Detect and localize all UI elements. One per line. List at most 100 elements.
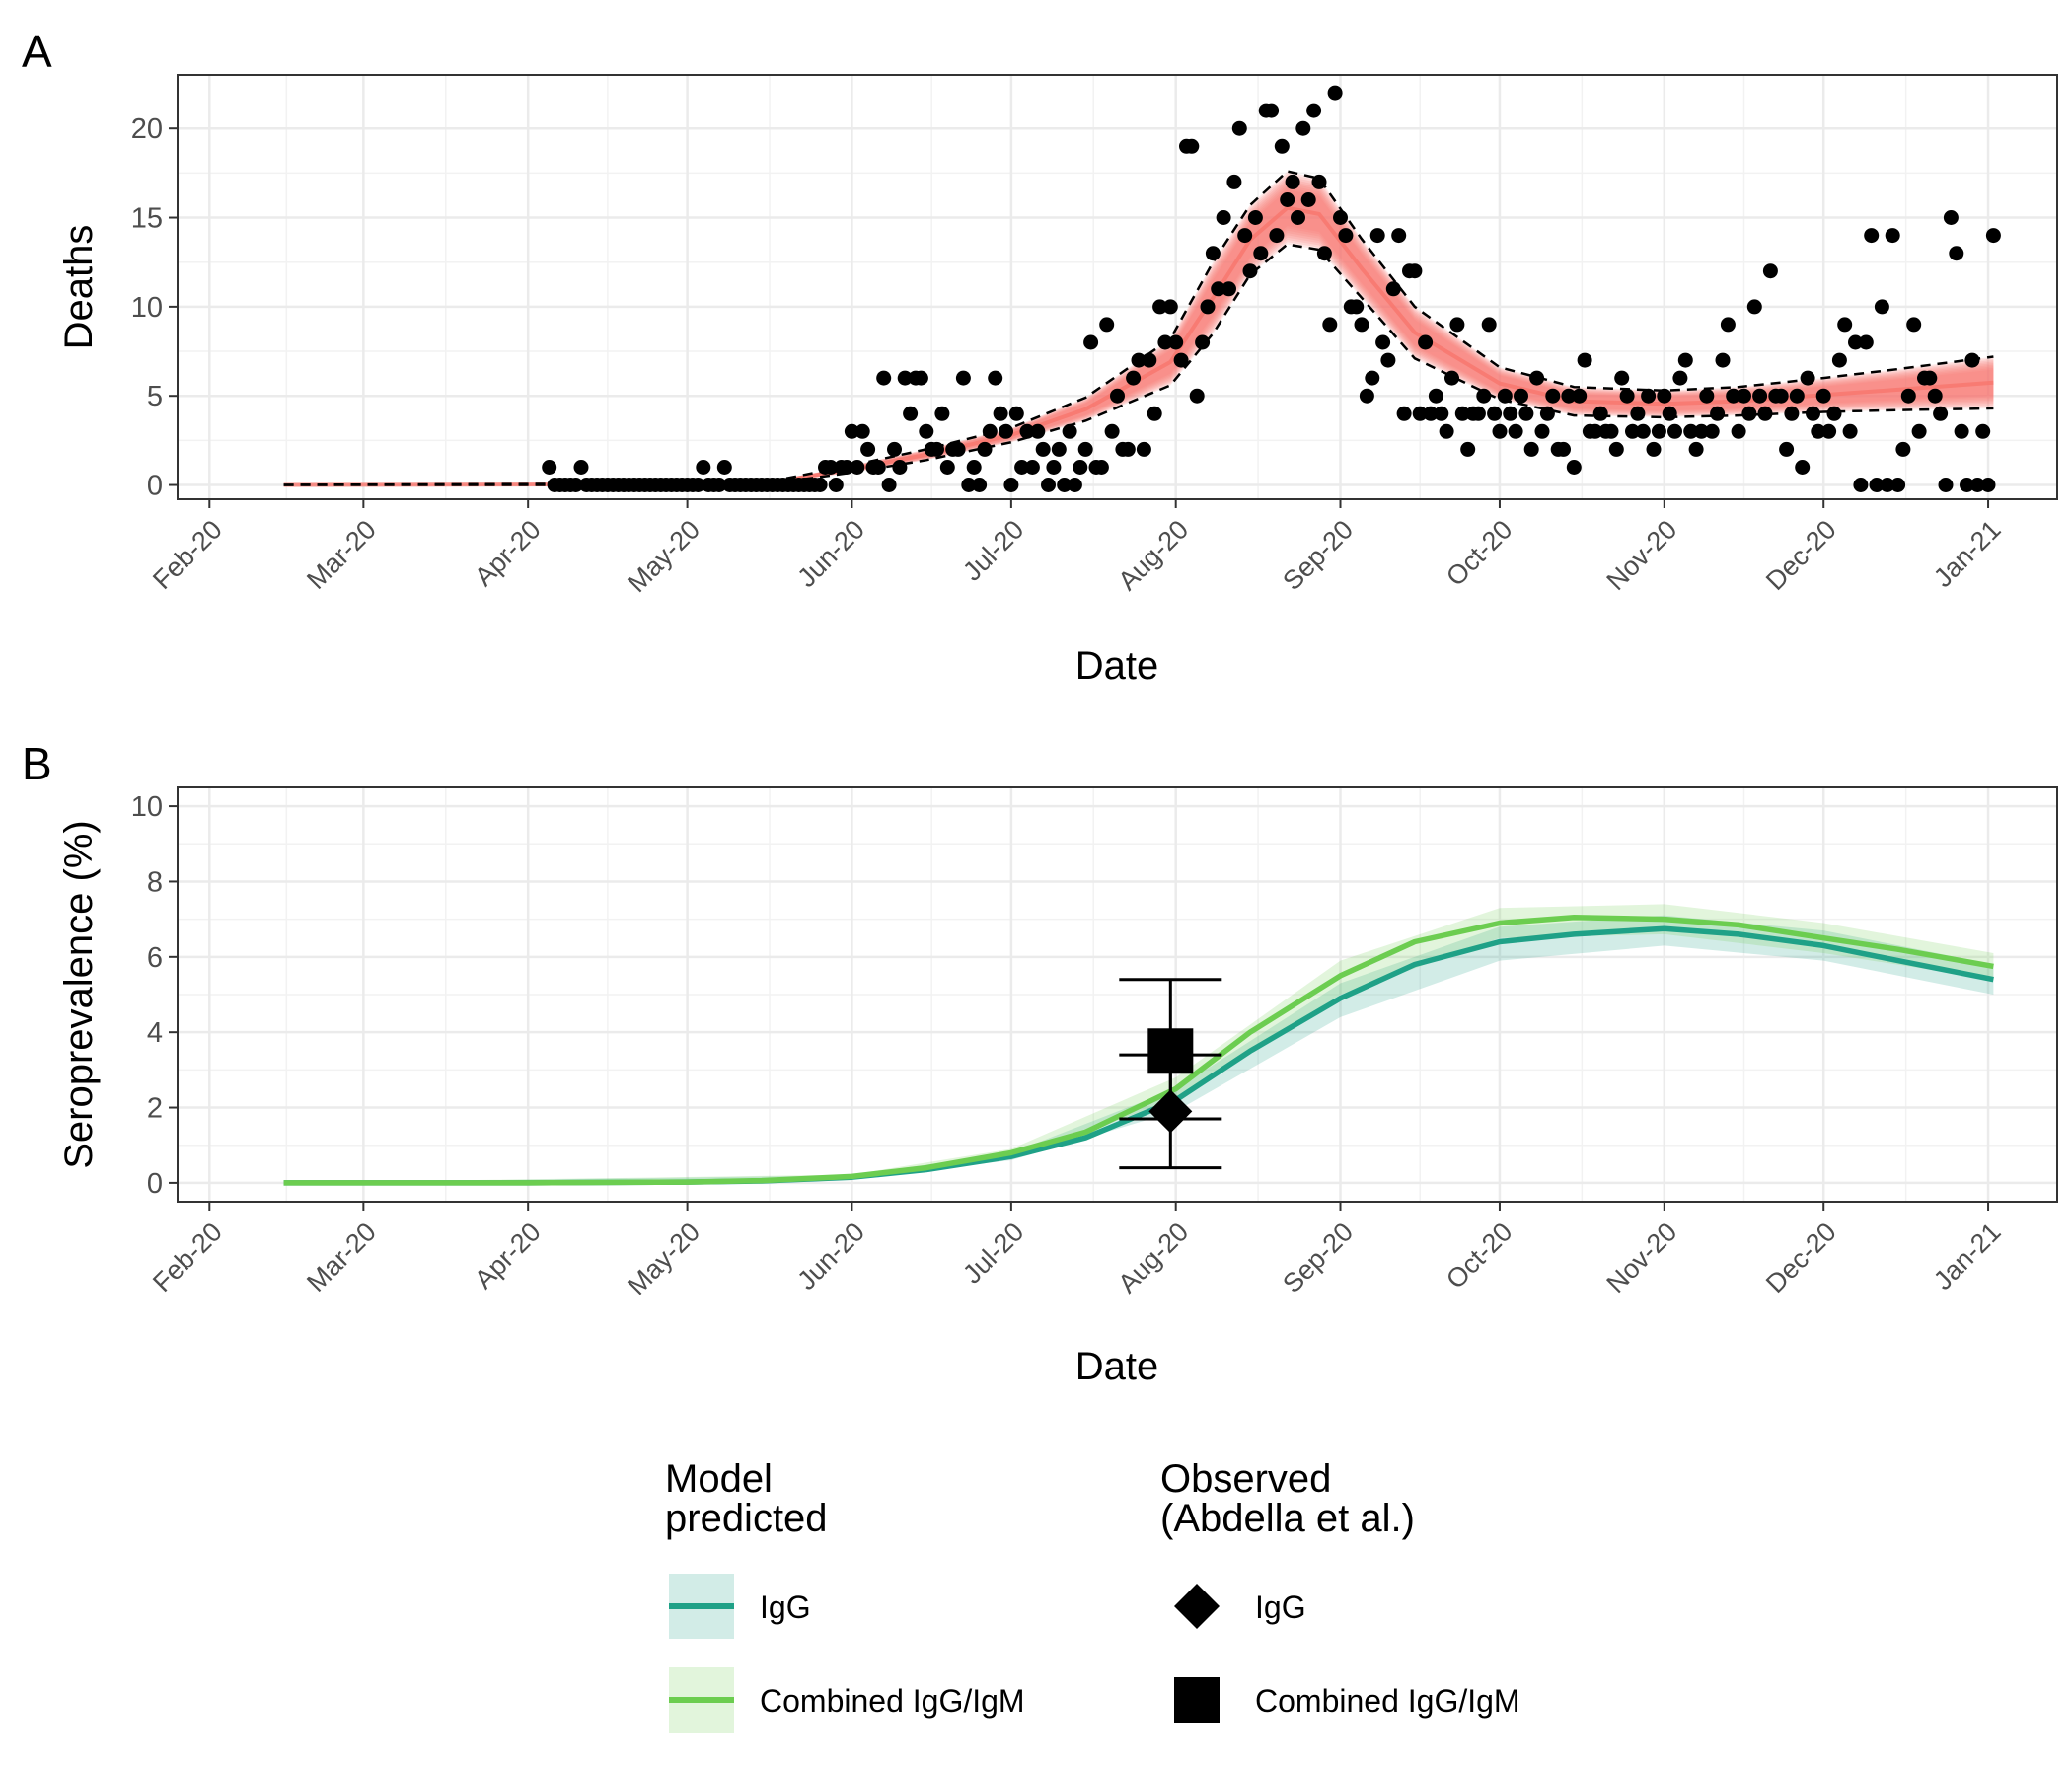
observed-death-point — [1242, 263, 1258, 279]
legend-observed-title-line: (Abdella et al.) — [1160, 1497, 1415, 1540]
observed-death-point — [1603, 423, 1619, 439]
observed-death-point — [1651, 423, 1666, 439]
observed-death-point — [1880, 478, 1895, 492]
observed-death-point — [1487, 406, 1503, 421]
observed-death-point — [1741, 406, 1757, 421]
observed-death-point — [1677, 352, 1693, 368]
panel-b-x-tick-label: Sep-20 — [1277, 1217, 1359, 1298]
observed-death-point — [1588, 423, 1603, 439]
panel-b-x-tick-label: May-20 — [622, 1217, 705, 1300]
observed-death-point — [1539, 406, 1555, 421]
observed-death-point — [1008, 406, 1024, 421]
observed-death-point — [1556, 441, 1571, 457]
observed-death-point — [1806, 406, 1820, 421]
legend: Model predicted IgG Combined IgG/IgM Obs… — [665, 1457, 1520, 1733]
observed-death-point — [1784, 406, 1800, 421]
panel-b-ribbons — [283, 904, 1994, 1183]
observed-death-point — [1566, 460, 1582, 475]
observed-death-point — [1311, 174, 1327, 189]
observed-death-point — [1168, 334, 1184, 350]
panel-a-x-tick-label: Oct-20 — [1441, 514, 1518, 592]
observed-death-point — [1099, 317, 1115, 333]
observed-death-point — [1964, 352, 1980, 368]
observed-death-point — [690, 478, 705, 492]
observed-death-point — [1200, 299, 1216, 315]
panel-b-x-axis: Feb-20 Mar-20 Apr-20 May-20 Jun-20 Jul-20 Aug-… — [147, 1202, 2007, 1300]
observed-death-point — [1126, 370, 1142, 386]
observed-death-point — [1831, 352, 1847, 368]
observed-death-point — [1864, 228, 1880, 244]
observed-death-point — [1333, 210, 1348, 225]
panel-b-y-title: Seroprevalence (%) — [57, 820, 101, 1169]
observed-death-point — [1614, 370, 1630, 386]
observed-death-point — [929, 441, 944, 457]
observed-death-point — [999, 423, 1013, 439]
observed-death-point — [1662, 406, 1677, 421]
observed-death-point — [1041, 478, 1056, 492]
legend-diamond-key — [1174, 1584, 1220, 1629]
observed-death-point — [1030, 423, 1046, 439]
panel-b-gridlines — [178, 787, 2057, 1202]
observed-death-point — [1890, 478, 1906, 492]
observed-death-point — [1577, 352, 1592, 368]
observed-death-point — [696, 460, 711, 475]
fit-lower-95-line — [283, 243, 1994, 486]
observed-death-point — [1545, 388, 1561, 404]
observed-death-point — [1789, 388, 1805, 404]
observed-death-point — [1752, 388, 1768, 404]
observed-death-point — [1657, 388, 1672, 404]
observed-death-point — [1205, 246, 1221, 261]
observed-death-point — [1826, 406, 1842, 421]
observed-death-point — [1704, 423, 1720, 439]
panel-b-border — [177, 786, 2058, 1203]
observed-death-point — [1285, 174, 1300, 189]
observed-death-point — [1492, 423, 1508, 439]
observed-death-point — [1938, 478, 1954, 492]
observed-death-point — [1514, 388, 1528, 404]
observed-death-point — [854, 423, 870, 439]
panel-b-x-tick-label: Dec-20 — [1760, 1217, 1842, 1298]
observed-death-point — [1619, 388, 1635, 404]
observed-death-point — [1136, 441, 1151, 457]
panel-a-x-tick-label: Jun-20 — [791, 514, 870, 593]
observed-death-point — [1062, 423, 1077, 439]
observed-death-point — [850, 460, 865, 475]
observed-death-point — [1954, 423, 1969, 439]
panel-a-y-title: Deaths — [57, 225, 101, 350]
observed-death-point — [1104, 423, 1120, 439]
panel-a-border — [177, 74, 2058, 500]
observed-death-point — [1073, 460, 1088, 475]
observed-death-point — [1184, 138, 1200, 154]
legend-model-combined-label: Combined IgG/IgM — [760, 1683, 1025, 1719]
observed-death-point — [1014, 460, 1030, 475]
observed-death-point — [1359, 388, 1374, 404]
observed-death-point — [1470, 406, 1486, 421]
panel-a-x-title: Date — [1075, 644, 1159, 688]
panel-b-y-tick-label: 8 — [147, 866, 163, 898]
fit-sample-band — [283, 180, 1994, 485]
observed-death-point — [1221, 281, 1236, 297]
observed-death-point — [1523, 441, 1539, 457]
observed-death-point — [1726, 388, 1741, 404]
observed-death-point — [1264, 103, 1280, 118]
observed-death-point — [1003, 478, 1019, 492]
observed-death-point — [1927, 388, 1943, 404]
observed-death-point — [1476, 388, 1492, 404]
observed-death-point — [823, 460, 839, 475]
observed-death-point — [961, 478, 977, 492]
panel-b-x-tick-label: Jun-20 — [791, 1217, 870, 1295]
observed-death-point — [1067, 478, 1082, 492]
panel-b-tag: B — [22, 738, 52, 789]
observed-death-point — [1900, 388, 1916, 404]
observed-death-point — [1837, 317, 1853, 333]
fit-sample-band — [283, 173, 1994, 485]
observed-death-point — [1773, 388, 1789, 404]
observed-death-point — [1592, 406, 1608, 421]
observed-death-point — [977, 441, 993, 457]
observed-death-point — [1195, 334, 1211, 350]
observed-death-point — [1385, 281, 1401, 297]
observed-death-point — [1699, 388, 1715, 404]
observed-death-point — [542, 460, 557, 475]
observed-death-point — [1046, 460, 1062, 475]
observed-death-point — [1226, 174, 1242, 189]
